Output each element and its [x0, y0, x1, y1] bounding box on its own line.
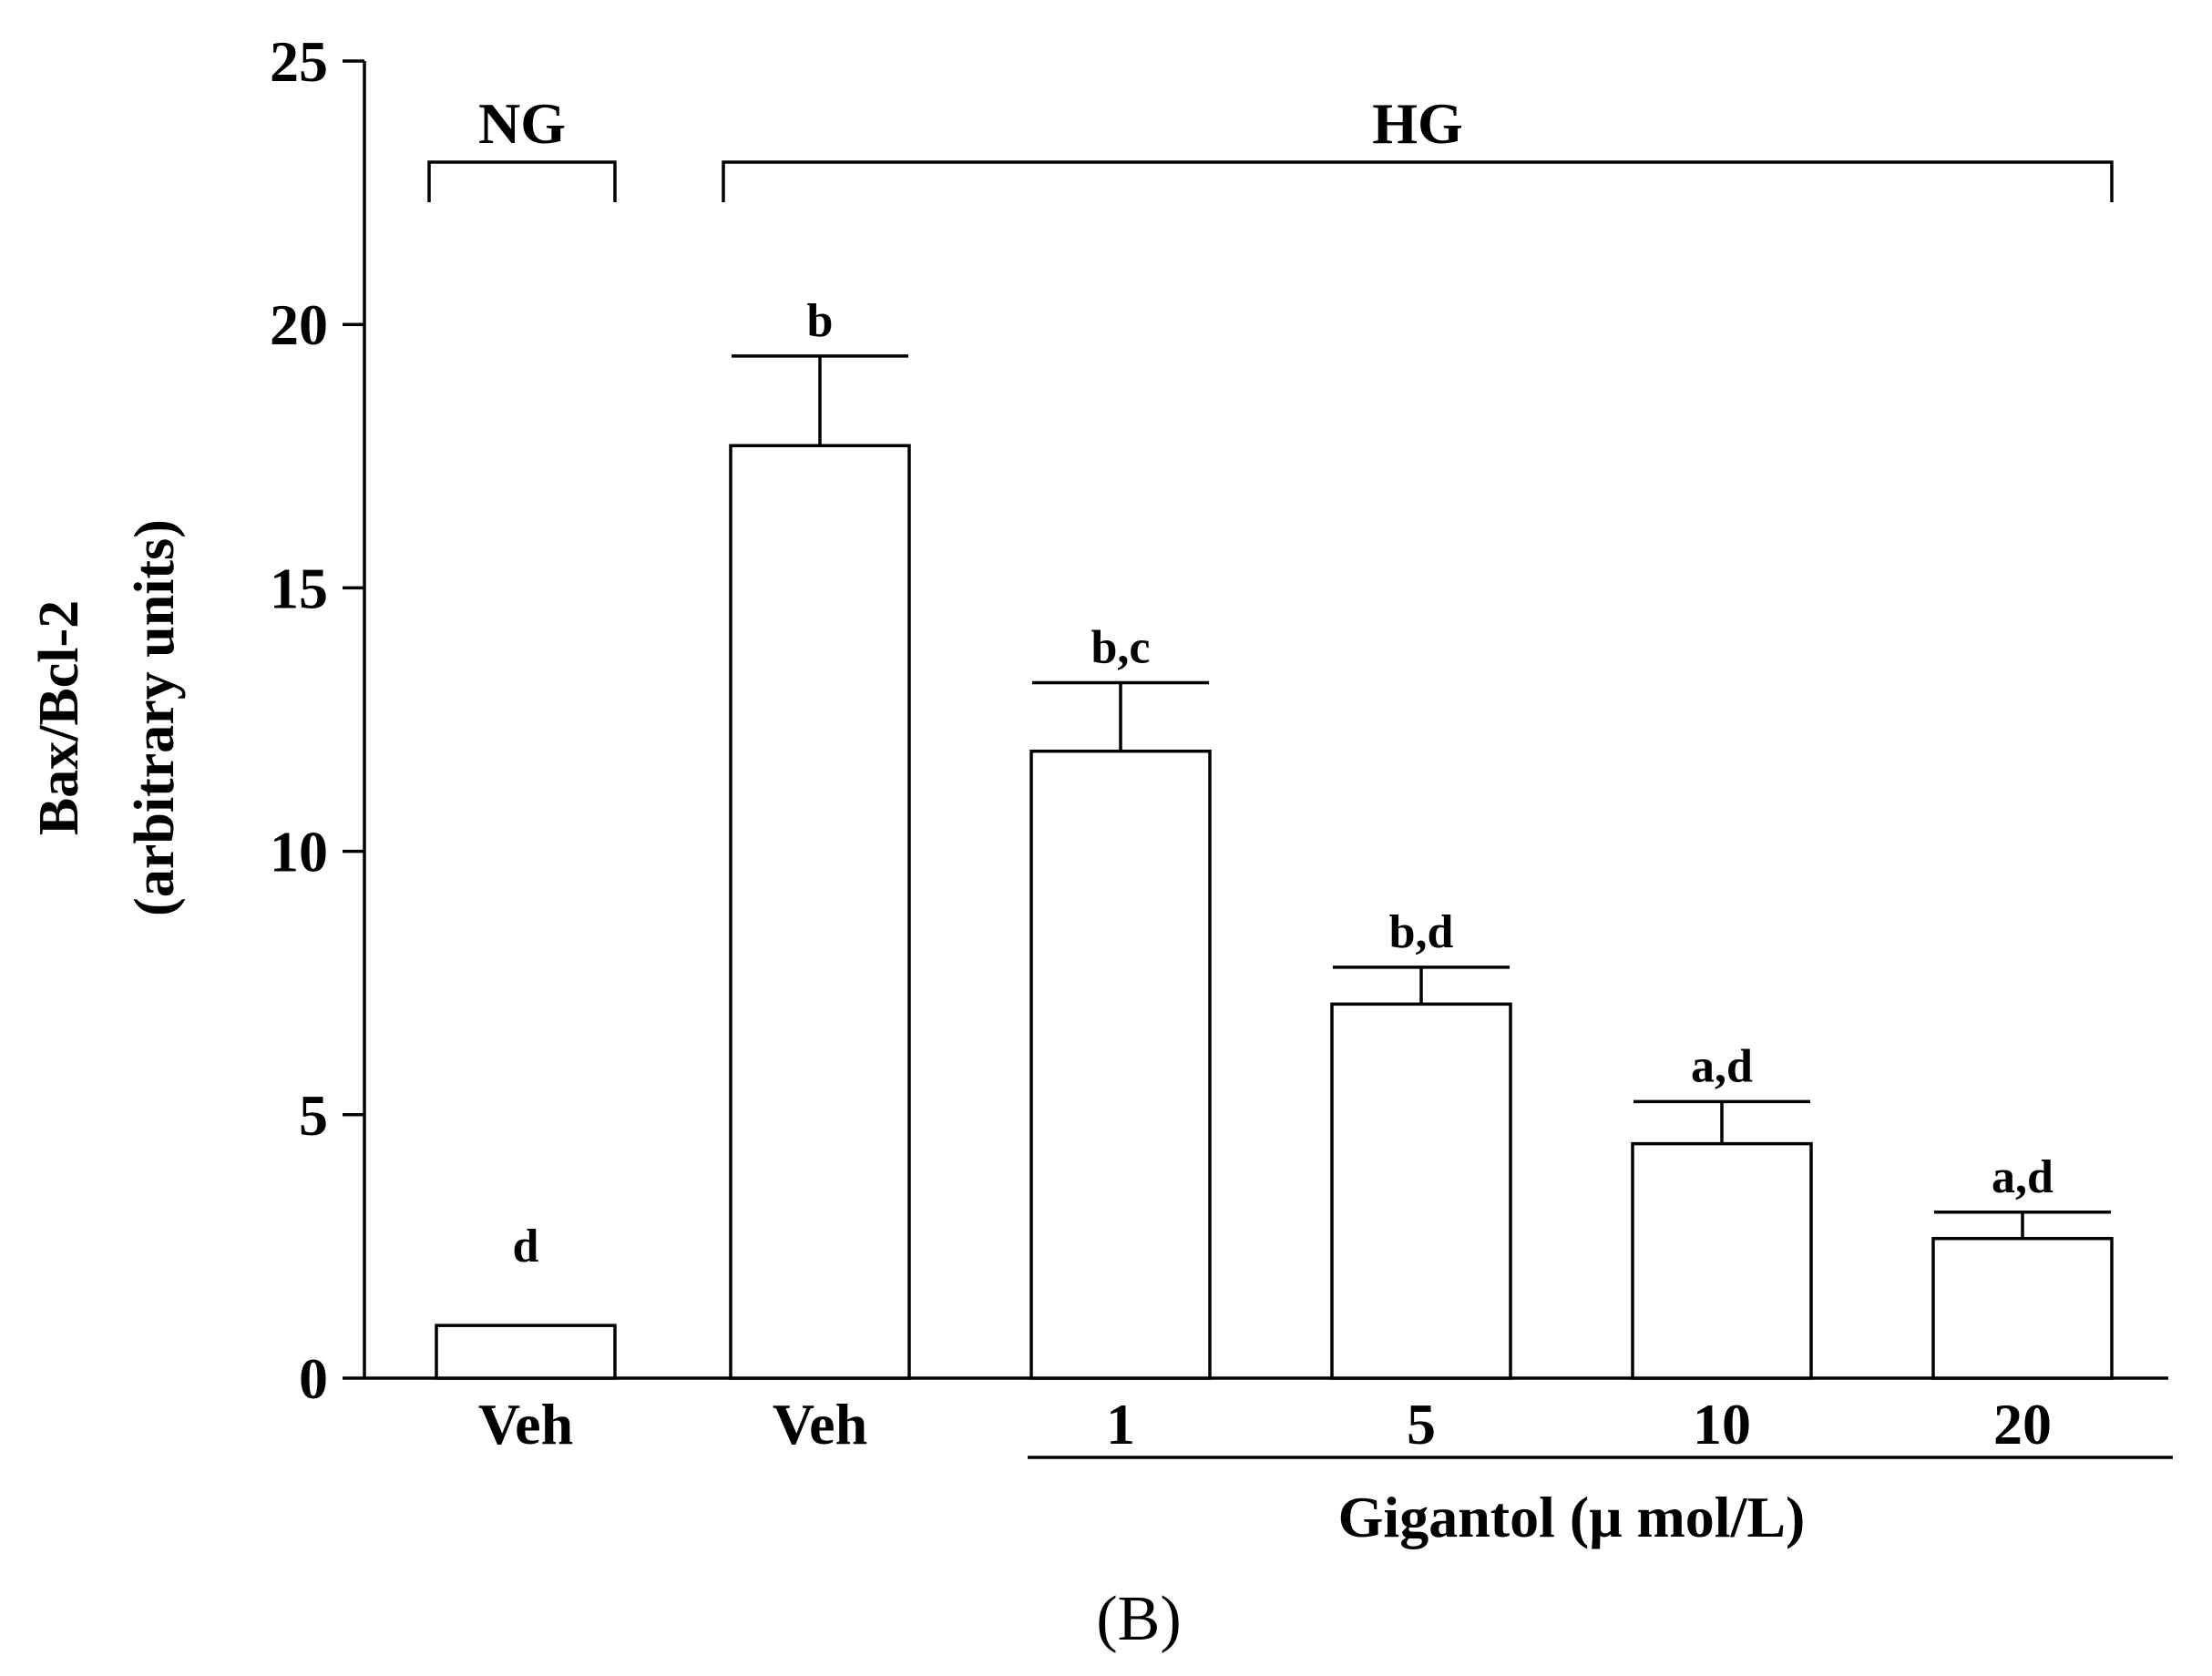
- bar: [1931, 1236, 2114, 1380]
- y-tick-label: 5: [299, 1083, 328, 1148]
- y-axis-label-line1: Bax/Bcl-2: [28, 600, 90, 835]
- group-brackets: NG HG: [427, 91, 2114, 202]
- bar: [1631, 1141, 1813, 1380]
- y-tick-label: 0: [299, 1346, 328, 1411]
- significance-label: b,c: [1091, 622, 1151, 674]
- significance-label: a,d: [1992, 1151, 2053, 1203]
- x-tick-label: Veh: [478, 1392, 573, 1456]
- y-axis-label-line2: (arbitrary units): [124, 519, 186, 916]
- x-tick-label: 5: [1407, 1392, 1436, 1456]
- significance-labels: d b b,c b,d a,d a,d: [513, 295, 2054, 1272]
- y-tick-label: 20: [270, 292, 328, 357]
- y-tick-label: 25: [270, 29, 328, 94]
- x-tick-label: 20: [1993, 1392, 2052, 1456]
- significance-label: d: [513, 1221, 539, 1272]
- group-label: HG: [1372, 91, 1463, 156]
- bar: [435, 1323, 617, 1380]
- x-tick-label: 10: [1693, 1392, 1751, 1456]
- x-tick-label: Veh: [773, 1392, 867, 1456]
- group-bracket: [427, 160, 617, 202]
- bars: [435, 444, 2114, 1380]
- group-bracket: [722, 160, 2114, 202]
- significance-label: b,d: [1389, 906, 1454, 958]
- significance-label: a,d: [1691, 1040, 1753, 1092]
- y-axis: 0 5 10 15 20 25: [270, 29, 366, 1411]
- bar: [1330, 1002, 1512, 1380]
- x-axis: Veh Veh 1 5 10 20: [364, 1376, 2168, 1456]
- y-axis-label: Bax/Bcl-2 (arbitrary units): [28, 519, 186, 916]
- y-tick-label: 10: [270, 820, 328, 884]
- panel-label: (B): [1096, 1584, 1181, 1654]
- bar: [729, 444, 911, 1380]
- error-bars: [732, 354, 2111, 1239]
- x-tick-label: 1: [1106, 1392, 1135, 1456]
- significance-label: b: [807, 295, 834, 347]
- group-label: NG: [478, 91, 566, 156]
- y-tick-label: 15: [270, 556, 328, 620]
- bar: [1029, 749, 1212, 1380]
- gigantol-label: Gigantol (μ mol/L): [1338, 1485, 1806, 1549]
